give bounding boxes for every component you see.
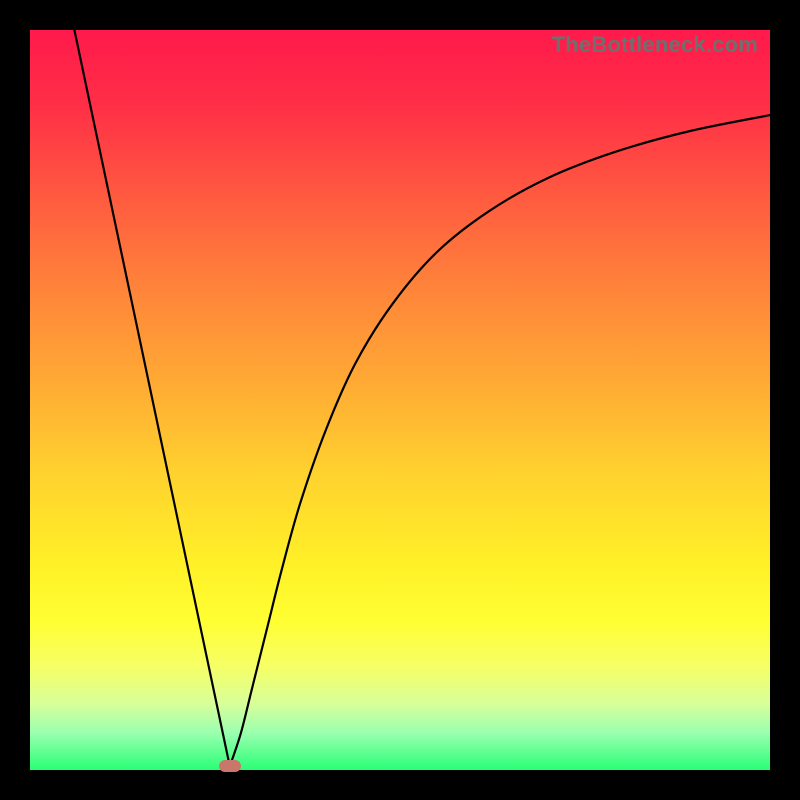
watermark-text: TheBottleneck.com bbox=[552, 32, 758, 58]
plot-area bbox=[30, 30, 770, 770]
chart-frame: TheBottleneck.com bbox=[0, 0, 800, 800]
minimum-marker bbox=[219, 760, 241, 772]
bottleneck-curve bbox=[30, 30, 770, 770]
curve-path bbox=[74, 30, 770, 766]
